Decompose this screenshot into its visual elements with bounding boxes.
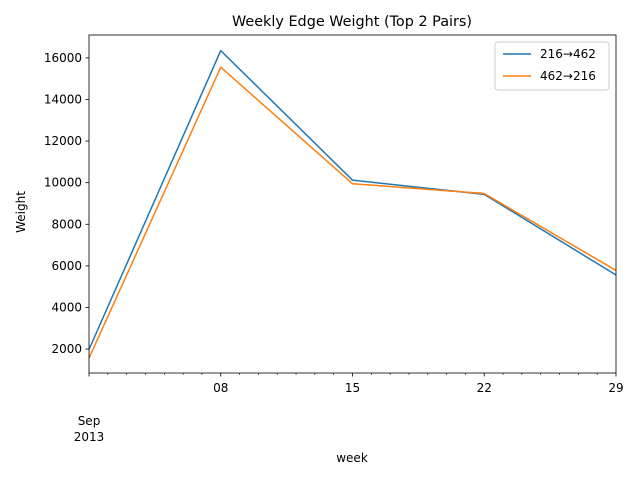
y-axis-ticks: 2000 4000 6000 8000 10000 12000 14000 16000 (44, 51, 89, 356)
series-lines (88, 49, 617, 359)
x-secondary-label-year: 2013 (74, 430, 105, 444)
y-tick-label: 4000 (51, 300, 82, 314)
legend-label-216-462: 216→462 (540, 47, 596, 61)
y-tick-label: 2000 (51, 342, 82, 356)
x-axis-ticks: 08 15 22 29 (88, 373, 624, 395)
series-line-1 (88, 66, 617, 359)
chart-title: Weekly Edge Weight (Top 2 Pairs) (232, 14, 472, 30)
series-line-0 (88, 49, 617, 350)
legend-label-462-216: 462→216 (540, 69, 596, 83)
y-axis-label: Weight (14, 191, 28, 233)
legend: 216→462 462→216 (494, 41, 610, 91)
y-tick-label: 14000 (44, 92, 82, 106)
y-tick-label: 6000 (51, 259, 82, 273)
x-tick-label: 29 (608, 381, 623, 395)
y-tick-label: 8000 (51, 217, 82, 231)
x-tick-label: 08 (213, 381, 228, 395)
x-axis-label: week (336, 451, 368, 465)
x-secondary-label-month: Sep (78, 414, 101, 428)
y-tick-label: 10000 (44, 176, 82, 190)
x-tick-label: 15 (345, 381, 360, 395)
y-tick-label: 12000 (44, 134, 82, 148)
x-tick-label: 22 (477, 381, 492, 395)
y-tick-label: 16000 (44, 51, 82, 65)
plot-frame (88, 34, 617, 374)
